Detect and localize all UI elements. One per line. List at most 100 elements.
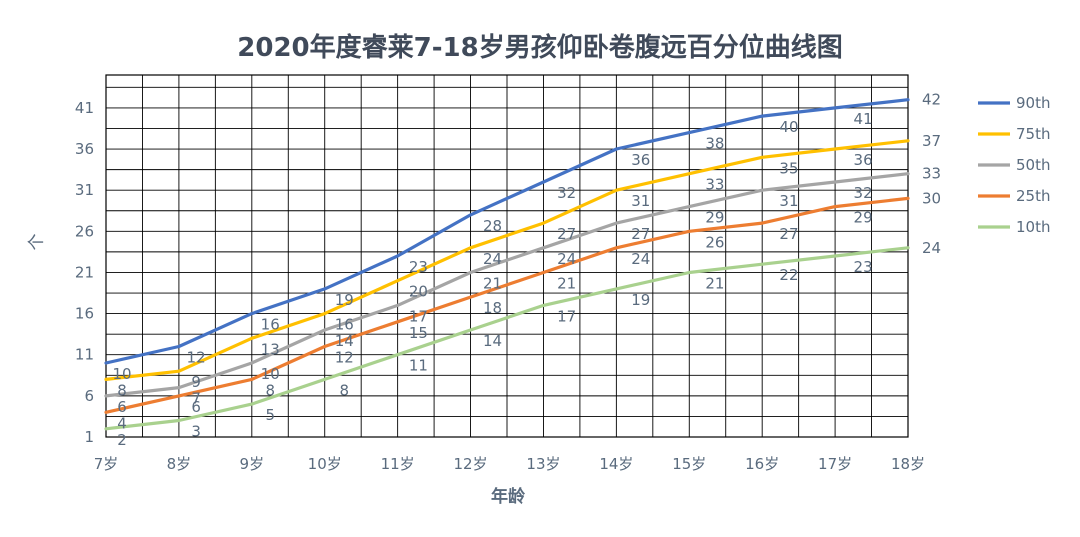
y-tick-label: 11 — [75, 346, 94, 364]
data-label: 24 — [483, 250, 502, 268]
data-label: 24 — [631, 250, 650, 268]
y-tick-label: 21 — [75, 263, 94, 281]
data-label: 5 — [265, 406, 275, 424]
data-label: 8 — [340, 381, 350, 399]
data-label: 8 — [265, 381, 275, 399]
data-label: 21 — [705, 274, 724, 292]
data-label: 2 — [117, 431, 127, 449]
data-label: 16 — [261, 316, 280, 334]
legend: 90th 75th 50th 25th 10th — [978, 94, 1050, 236]
data-label: 38 — [705, 135, 724, 153]
data-label: 22 — [779, 266, 798, 284]
data-label: 18 — [483, 299, 502, 317]
data-label: 8 — [117, 381, 127, 399]
data-label: 27 — [631, 225, 650, 243]
data-label: 17 — [409, 307, 428, 325]
y-tick-label: 1 — [84, 428, 94, 446]
data-label: 15 — [409, 324, 428, 342]
data-label: 27 — [779, 225, 798, 243]
data-label: 31 — [779, 192, 798, 210]
series-line-50th — [104, 172, 910, 398]
data-label: 6 — [117, 398, 127, 416]
y-tick-label: 16 — [75, 305, 94, 323]
x-tick-label: 9岁 — [240, 455, 265, 473]
data-label: 35 — [779, 159, 798, 177]
y-tick-label: 26 — [75, 222, 94, 240]
data-label: 24 — [557, 250, 576, 268]
x-tick-label: 18岁 — [891, 455, 925, 473]
series-lines — [104, 98, 910, 431]
data-label: 12 — [187, 349, 206, 367]
x-tick-label: 17岁 — [818, 455, 852, 473]
legend-label-90th: 90th — [1016, 94, 1050, 112]
data-label: 23 — [854, 258, 873, 276]
data-label: 36 — [631, 151, 650, 169]
data-label: 28 — [483, 217, 502, 235]
data-label: 21 — [557, 274, 576, 292]
x-tick-label: 11岁 — [381, 455, 415, 473]
legend-label-10th: 10th — [1016, 218, 1050, 236]
data-label: 9 — [191, 373, 201, 391]
data-label: 7 — [191, 390, 201, 408]
data-label: 4 — [117, 414, 127, 432]
data-label: 29 — [854, 209, 873, 227]
data-label: 19 — [631, 291, 650, 309]
data-label: 33 — [922, 165, 941, 183]
x-tick-label: 8岁 — [167, 455, 192, 473]
data-label: 36 — [854, 151, 873, 169]
data-label: 26 — [705, 233, 724, 251]
data-label: 24 — [922, 239, 941, 257]
data-label: 14 — [335, 332, 354, 350]
x-axis-title: 年龄 — [491, 486, 526, 507]
series-line-10th — [104, 246, 910, 431]
y-axis-title: 个 — [27, 234, 47, 251]
x-tick-label: 15岁 — [672, 455, 706, 473]
data-label: 16 — [335, 316, 354, 334]
data-label: 21 — [483, 274, 502, 292]
x-axis-ticks: 7岁 8岁 9岁 10岁 11岁 12岁 13岁 14岁 15岁 16岁 17岁 18岁 — [94, 455, 925, 473]
data-label: 17 — [557, 307, 576, 325]
series-line-75th — [104, 139, 910, 381]
data-label: 29 — [705, 209, 724, 227]
grid — [105, 74, 909, 438]
chart-title: 2020年度睿莱7-18岁男孩仰卧卷腹远百分位曲线图 — [237, 32, 842, 63]
legend-label-25th: 25th — [1016, 187, 1050, 205]
data-label: 30 — [922, 189, 941, 207]
data-label: 32 — [854, 184, 873, 202]
x-tick-label: 10岁 — [308, 455, 342, 473]
x-tick-label: 13岁 — [526, 455, 560, 473]
legend-label-75th: 75th — [1016, 125, 1050, 143]
data-label: 6 — [191, 398, 201, 416]
x-tick-label: 12岁 — [453, 455, 487, 473]
data-label: 27 — [557, 225, 576, 243]
x-tick-label: 14岁 — [599, 455, 633, 473]
data-label: 31 — [631, 192, 650, 210]
y-tick-label: 6 — [84, 387, 94, 405]
data-label: 11 — [409, 357, 428, 375]
series-line-25th — [104, 196, 910, 414]
x-tick-label: 16岁 — [745, 455, 779, 473]
data-label: 33 — [705, 176, 724, 194]
data-label: 12 — [335, 349, 354, 367]
y-tick-label: 36 — [75, 140, 94, 158]
data-label: 42 — [922, 91, 941, 109]
x-tick-label: 7岁 — [94, 455, 119, 473]
data-label: 23 — [409, 258, 428, 276]
data-label: 37 — [922, 132, 941, 150]
data-label: 40 — [779, 118, 798, 136]
data-label: 10 — [112, 365, 131, 383]
data-label: 41 — [854, 110, 873, 128]
y-tick-label: 41 — [75, 99, 94, 117]
data-label: 19 — [335, 291, 354, 309]
data-label: 10 — [261, 365, 280, 383]
data-label: 32 — [557, 184, 576, 202]
series-line-90th — [104, 98, 910, 365]
data-label: 13 — [261, 340, 280, 358]
legend-label-50th: 50th — [1016, 156, 1050, 174]
data-label: 14 — [483, 332, 502, 350]
y-tick-label: 31 — [75, 181, 94, 199]
